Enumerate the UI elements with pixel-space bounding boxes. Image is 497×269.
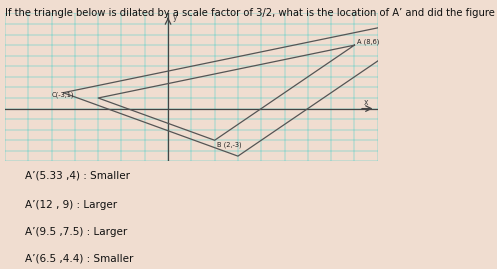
Text: A’(5.33 ,4) : Smaller: A’(5.33 ,4) : Smaller <box>25 170 130 180</box>
Text: A’(9.5 ,7.5) : Larger: A’(9.5 ,7.5) : Larger <box>25 227 127 237</box>
Text: y: y <box>173 13 177 22</box>
Text: A’(6.5 ,4.4) : Smaller: A’(6.5 ,4.4) : Smaller <box>25 254 133 264</box>
Text: C(-3,1): C(-3,1) <box>52 92 74 98</box>
Text: A (8,6): A (8,6) <box>357 38 379 45</box>
Text: x: x <box>364 98 368 107</box>
Text: B (2,-3): B (2,-3) <box>217 141 242 148</box>
Text: If the triangle below is dilated by a scale factor of 3/2, what is the location : If the triangle below is dilated by a sc… <box>5 8 497 18</box>
Text: A’(12 , 9) : Larger: A’(12 , 9) : Larger <box>25 200 117 210</box>
